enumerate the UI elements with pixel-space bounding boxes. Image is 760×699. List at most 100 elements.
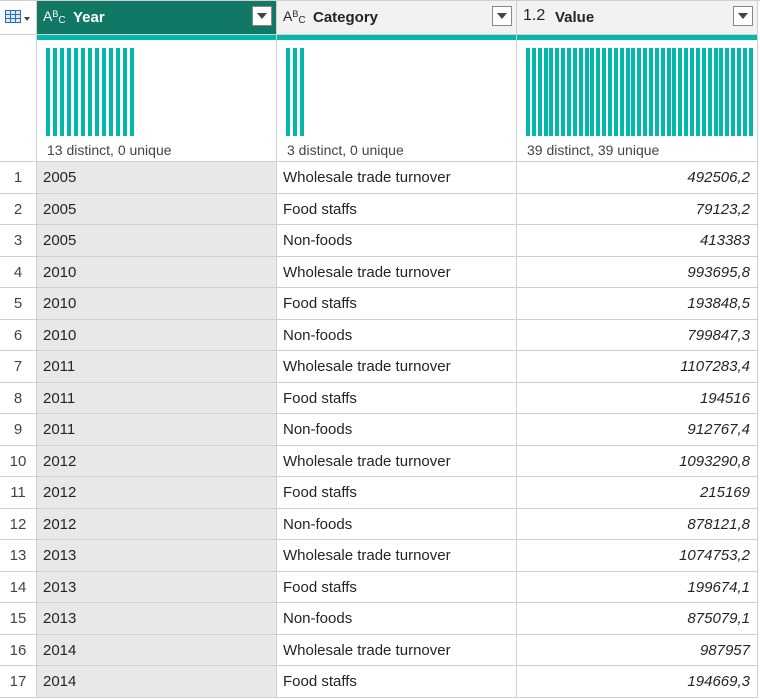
value-filter-dropdown[interactable] bbox=[733, 6, 753, 26]
year-cell[interactable]: 2010 bbox=[37, 288, 277, 320]
table-row[interactable]: 9 2011 Non-foods 912767,4 bbox=[0, 414, 758, 446]
value-cell[interactable]: 79123,2 bbox=[517, 193, 758, 225]
distribution-bar[interactable] bbox=[678, 48, 683, 136]
distribution-bar[interactable] bbox=[625, 48, 630, 136]
column-header-year[interactable]: ABC Year bbox=[37, 1, 277, 35]
value-cell[interactable]: 215169 bbox=[517, 477, 758, 509]
distribution-bar[interactable] bbox=[748, 48, 753, 136]
distribution-bar[interactable] bbox=[526, 48, 530, 136]
year-cell[interactable]: 2012 bbox=[37, 477, 277, 509]
value-cell[interactable]: 492506,2 bbox=[517, 162, 758, 194]
row-number[interactable]: 10 bbox=[0, 445, 37, 477]
category-cell[interactable]: Food staffs bbox=[277, 477, 517, 509]
category-cell[interactable]: Wholesale trade turnover bbox=[277, 540, 517, 572]
row-number[interactable]: 1 bbox=[0, 162, 37, 194]
year-cell[interactable]: 2005 bbox=[37, 225, 277, 257]
distribution-bar[interactable] bbox=[666, 48, 671, 136]
value-cell[interactable]: 878121,8 bbox=[517, 508, 758, 540]
distribution-bar[interactable] bbox=[596, 48, 601, 136]
distribution-bar[interactable] bbox=[537, 48, 542, 136]
year-cell[interactable]: 2014 bbox=[37, 666, 277, 698]
table-row[interactable]: 3 2005 Non-foods 413383 bbox=[0, 225, 758, 257]
distribution-bar[interactable] bbox=[742, 48, 747, 136]
distribution-bars[interactable] bbox=[526, 48, 753, 136]
distribution-bars[interactable] bbox=[286, 48, 304, 136]
category-filter-dropdown[interactable] bbox=[492, 6, 512, 26]
year-cell[interactable]: 2012 bbox=[37, 445, 277, 477]
distribution-bar[interactable] bbox=[116, 48, 120, 136]
distribution-bar[interactable] bbox=[731, 48, 736, 136]
distribution-bar[interactable] bbox=[88, 48, 92, 136]
row-number[interactable]: 17 bbox=[0, 666, 37, 698]
year-cell[interactable]: 2010 bbox=[37, 256, 277, 288]
category-cell[interactable]: Non-foods bbox=[277, 414, 517, 446]
year-cell[interactable]: 2011 bbox=[37, 351, 277, 383]
distribution-bar[interactable] bbox=[531, 48, 536, 136]
distribution-bar[interactable] bbox=[719, 48, 724, 136]
distribution-bar[interactable] bbox=[555, 48, 560, 136]
value-cell[interactable]: 987957 bbox=[517, 634, 758, 666]
value-cell[interactable]: 193848,5 bbox=[517, 288, 758, 320]
distribution-bar[interactable] bbox=[660, 48, 665, 136]
row-number[interactable]: 2 bbox=[0, 193, 37, 225]
table-menu-button[interactable] bbox=[0, 1, 37, 35]
distribution-bars[interactable] bbox=[46, 48, 134, 136]
row-number[interactable]: 13 bbox=[0, 540, 37, 572]
category-cell[interactable]: Food staffs bbox=[277, 666, 517, 698]
table-row[interactable]: 10 2012 Wholesale trade turnover 1093290,8 bbox=[0, 445, 758, 477]
row-number[interactable]: 9 bbox=[0, 414, 37, 446]
distribution-bar[interactable] bbox=[590, 48, 595, 136]
column-header-value[interactable]: 1.2 Value bbox=[517, 1, 758, 35]
distribution-bar[interactable] bbox=[549, 48, 554, 136]
value-cell[interactable]: 1074753,2 bbox=[517, 540, 758, 572]
distribution-bar[interactable] bbox=[654, 48, 659, 136]
table-row[interactable]: 4 2010 Wholesale trade turnover 993695,8 bbox=[0, 256, 758, 288]
distribution-bar[interactable] bbox=[109, 48, 113, 136]
distribution-bar[interactable] bbox=[95, 48, 99, 136]
row-number[interactable]: 16 bbox=[0, 634, 37, 666]
column-header-category[interactable]: ABC Category bbox=[277, 1, 517, 35]
distribution-bar[interactable] bbox=[649, 48, 654, 136]
distribution-bar[interactable] bbox=[584, 48, 589, 136]
table-row[interactable]: 16 2014 Wholesale trade turnover 987957 bbox=[0, 634, 758, 666]
row-number[interactable]: 11 bbox=[0, 477, 37, 509]
distribution-bar[interactable] bbox=[561, 48, 566, 136]
year-cell[interactable]: 2011 bbox=[37, 382, 277, 414]
distribution-bar[interactable] bbox=[725, 48, 730, 136]
distribution-bar[interactable] bbox=[300, 48, 304, 136]
distribution-bar[interactable] bbox=[572, 48, 577, 136]
distribution-bar[interactable] bbox=[543, 48, 548, 136]
distribution-bar[interactable] bbox=[102, 48, 106, 136]
table-row[interactable]: 7 2011 Wholesale trade turnover 1107283,4 bbox=[0, 351, 758, 383]
category-cell[interactable]: Non-foods bbox=[277, 603, 517, 635]
table-row[interactable]: 6 2010 Non-foods 799847,3 bbox=[0, 319, 758, 351]
table-row[interactable]: 17 2014 Food staffs 194669,3 bbox=[0, 666, 758, 698]
category-cell[interactable]: Food staffs bbox=[277, 193, 517, 225]
distribution-bar[interactable] bbox=[123, 48, 127, 136]
category-cell[interactable]: Wholesale trade turnover bbox=[277, 634, 517, 666]
category-cell[interactable]: Food staffs bbox=[277, 288, 517, 320]
table-row[interactable]: 5 2010 Food staffs 193848,5 bbox=[0, 288, 758, 320]
table-row[interactable]: 12 2012 Non-foods 878121,8 bbox=[0, 508, 758, 540]
category-cell[interactable]: Wholesale trade turnover bbox=[277, 351, 517, 383]
distribution-bar[interactable] bbox=[60, 48, 64, 136]
distribution-bar[interactable] bbox=[567, 48, 572, 136]
year-filter-dropdown[interactable] bbox=[252, 6, 272, 26]
row-number[interactable]: 12 bbox=[0, 508, 37, 540]
distribution-bar[interactable] bbox=[67, 48, 71, 136]
category-cell[interactable]: Non-foods bbox=[277, 508, 517, 540]
distribution-bar[interactable] bbox=[74, 48, 78, 136]
category-cell[interactable]: Food staffs bbox=[277, 571, 517, 603]
distribution-bar[interactable] bbox=[713, 48, 718, 136]
value-cell[interactable]: 912767,4 bbox=[517, 414, 758, 446]
distribution-bar[interactable] bbox=[619, 48, 624, 136]
decimal-type-icon[interactable]: 1.2 bbox=[523, 7, 546, 24]
year-cell[interactable]: 2013 bbox=[37, 571, 277, 603]
row-number[interactable]: 3 bbox=[0, 225, 37, 257]
year-cell[interactable]: 2012 bbox=[37, 508, 277, 540]
text-type-icon[interactable]: ABC bbox=[43, 8, 66, 26]
year-cell[interactable]: 2011 bbox=[37, 414, 277, 446]
row-number[interactable]: 15 bbox=[0, 603, 37, 635]
year-cell[interactable]: 2014 bbox=[37, 634, 277, 666]
table-row[interactable]: 14 2013 Food staffs 199674,1 bbox=[0, 571, 758, 603]
